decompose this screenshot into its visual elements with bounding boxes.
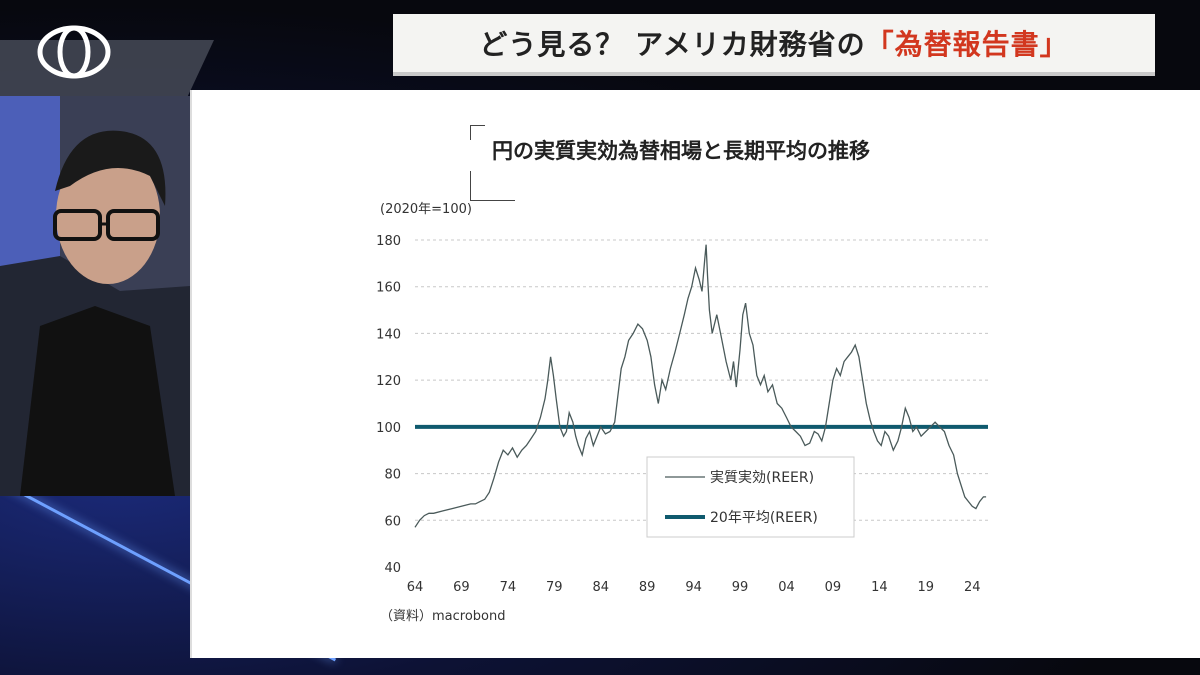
y-tick-label: 80: [384, 468, 401, 483]
x-tick-label: 99: [732, 580, 749, 595]
y-unit-label: (2020年=100): [380, 202, 472, 217]
y-tick-label: 40: [384, 561, 401, 576]
chart-title-box: 円の実質実効為替相場と長期平均の推移: [470, 125, 878, 201]
x-tick-label: 04: [778, 580, 795, 595]
double-o-logo-icon: [37, 25, 111, 79]
title-prefix: どう見る？ アメリカ財務省の: [479, 28, 866, 61]
chart-panel: [190, 90, 1200, 658]
x-tick-label: 79: [546, 580, 563, 595]
x-tick-label: 69: [453, 580, 470, 595]
legend-label-average: 20年平均(REER): [710, 510, 818, 526]
y-tick-label: 180: [376, 234, 401, 249]
legend-label-reer: 実質実効(REER): [710, 470, 814, 486]
presenter-video-feed: [0, 96, 190, 496]
x-tick-label: 74: [500, 580, 517, 595]
x-tick-label: 14: [871, 580, 888, 595]
broadcast-title-bar: どう見る？ アメリカ財務省の 「為替報告書」: [393, 14, 1155, 76]
y-tick-label: 120: [376, 374, 401, 389]
legend: 実質実効(REER) 20年平均(REER): [646, 456, 855, 538]
y-tick-label: 140: [376, 327, 401, 342]
y-tick-label: 160: [376, 281, 401, 296]
x-tick-label: 89: [639, 580, 656, 595]
x-tick-label: 09: [825, 580, 842, 595]
y-tick-label: 100: [376, 421, 401, 436]
x-tick-label: 84: [592, 580, 609, 595]
y-tick-label: 60: [384, 514, 401, 529]
source-label: （資料）macrobond: [380, 609, 506, 624]
reer-line-chart: 40 60 80 100 120 140 160 180 64 69 74 79 84 89 94 99 04…: [376, 202, 988, 624]
x-tick-label: 64: [407, 580, 424, 595]
x-tick-label: 24: [964, 580, 981, 595]
title-highlight: 「為替報告書」: [865, 28, 1069, 61]
presenter-silhouette-icon: [0, 96, 190, 496]
series-line-reer: [414, 244, 987, 528]
x-tick-label: 19: [918, 580, 935, 595]
chart-title: 円の実質実効為替相場と長期平均の推移: [492, 139, 870, 163]
x-tick-label: 94: [685, 580, 702, 595]
